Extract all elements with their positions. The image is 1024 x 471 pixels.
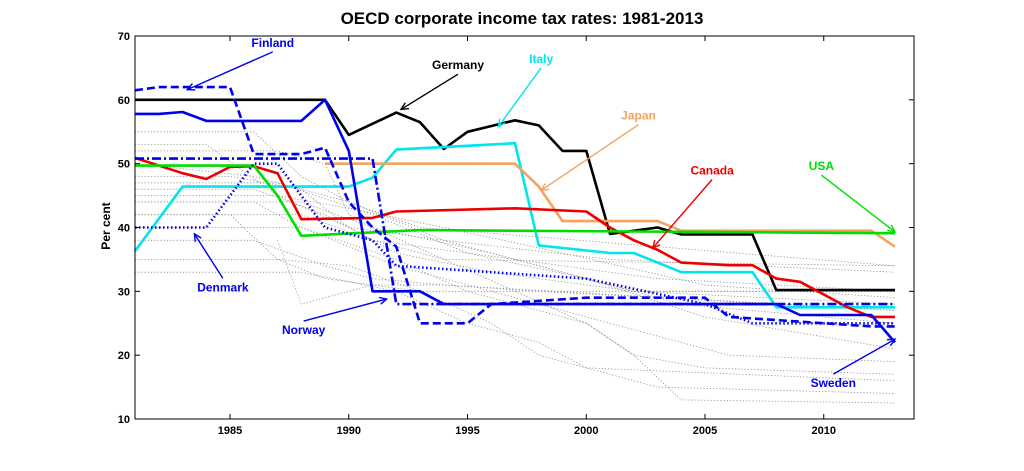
series-line-sweden — [135, 98, 896, 344]
annotation-label-denmark: Denmark — [197, 280, 249, 294]
annotation-arrow-norway — [303, 298, 387, 322]
annotation-label-italy: Italy — [529, 52, 553, 66]
annotation-label-canada: Canada — [690, 164, 734, 178]
y-tick-label-40: 40 — [118, 223, 130, 235]
annotation-arrowhead-norway — [378, 296, 389, 305]
x-tick-label-2010: 2010 — [812, 425, 836, 437]
x-tick-label-1995: 1995 — [455, 425, 479, 437]
annotation-arrow-germany — [400, 73, 459, 111]
background-series-line-13 — [135, 214, 896, 404]
plot-frame — [134, 35, 915, 420]
chart-title: OECD corporate income tax rates: 1981-20… — [341, 9, 704, 28]
annotation-arrow-denmark — [193, 233, 224, 279]
annotation-arrowhead-sweden — [886, 338, 897, 347]
y-tick-label-70: 70 — [118, 31, 130, 43]
series-line-norway — [135, 157, 895, 306]
background-series-line-16 — [277, 240, 896, 311]
annotation-arrowhead-finland — [185, 83, 196, 91]
background-series-line-15 — [135, 239, 896, 311]
y-tick-label-60: 60 — [118, 95, 130, 107]
background-series-line-9 — [135, 201, 896, 362]
series-line-denmark — [135, 162, 895, 325]
highlighted-series-group — [133, 85, 896, 344]
background-series-line-7 — [134, 163, 896, 324]
x-tick-label-1985: 1985 — [218, 425, 242, 437]
annotation-arrowhead-italy — [497, 118, 506, 128]
annotation-label-germany: Germany — [432, 58, 484, 72]
background-series-line-3 — [135, 175, 896, 273]
annotation-arrow-canada — [652, 179, 713, 249]
series-line-japan — [325, 162, 896, 248]
annotation-arrow-usa — [820, 174, 896, 233]
annotation-arrowhead-canada — [651, 240, 661, 250]
background-series-line-12 — [135, 271, 896, 394]
annotation-label-norway: Norway — [282, 323, 326, 337]
series-line-canada — [134, 156, 895, 319]
background-series-line-10 — [135, 227, 896, 375]
annotation-label-sweden: Sweden — [811, 376, 856, 390]
annotation-arrowhead-germany — [399, 102, 410, 111]
series-line-germany — [135, 98, 895, 292]
x-tick-label-1990: 1990 — [337, 425, 361, 437]
annotation-arrowhead-japan — [539, 183, 550, 192]
background-series-group — [134, 131, 896, 404]
background-series-line-6 — [135, 214, 895, 292]
annotation-label-finland: Finland — [251, 36, 294, 50]
background-series-line-17 — [135, 201, 896, 305]
background-series-line-2 — [135, 150, 896, 267]
background-series-line-4 — [135, 188, 896, 292]
x-tick-label-2000: 2000 — [574, 425, 598, 437]
annotation-label-japan: Japan — [621, 109, 656, 123]
annotation-arrow-finland — [186, 51, 274, 91]
annotation-arrowhead-usa — [887, 224, 897, 233]
y-tick-label-50: 50 — [118, 159, 130, 171]
y-tick-label-30: 30 — [118, 286, 130, 298]
y-tick-label-10: 10 — [118, 414, 130, 426]
background-series-line-1 — [135, 131, 896, 267]
annotation-arrow-sweden — [832, 338, 896, 375]
y-tick-label-20: 20 — [118, 350, 130, 362]
background-series-line-11 — [135, 258, 896, 382]
background-series-line-5 — [135, 195, 895, 292]
annotation-arrow-italy — [497, 67, 542, 128]
x-tick-label-2005: 2005 — [693, 425, 717, 437]
annotation-label-usa: USA — [809, 159, 835, 173]
y-axis-label: Per cent — [99, 202, 113, 249]
annotation-group: Finland Germany Italy Japan Canada USA Denmark… — [185, 36, 897, 390]
annotation-arrow-japan — [540, 124, 639, 192]
series-line-usa — [135, 164, 896, 238]
series-line-italy — [133, 141, 895, 309]
annotation-arrowhead-denmark — [193, 232, 202, 242]
